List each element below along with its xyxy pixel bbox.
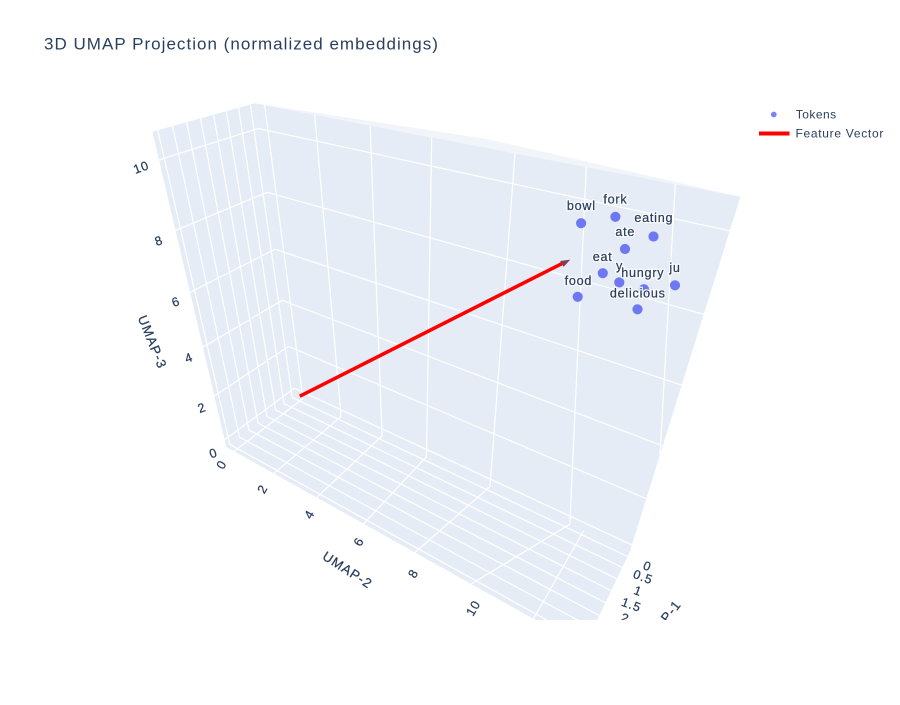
svg-text:1.5: 1.5	[619, 595, 643, 615]
svg-text:eating: eating	[634, 211, 673, 225]
svg-text:Feature Vector: Feature Vector	[796, 127, 885, 141]
svg-text:3D UMAP Projection (normalized: 3D UMAP Projection (normalized embedding…	[44, 35, 439, 54]
svg-text:Tokens: Tokens	[796, 107, 837, 121]
svg-text:bowl: bowl	[567, 199, 596, 213]
svg-text:y: y	[616, 259, 623, 273]
svg-text:y: y	[616, 259, 623, 273]
svg-text:bowl: bowl	[567, 199, 596, 213]
svg-text:10: 10	[464, 598, 484, 619]
svg-text:ate: ate	[615, 225, 635, 239]
svg-text:food: food	[565, 274, 593, 288]
svg-text:ju: ju	[668, 261, 680, 275]
svg-text:ju: ju	[668, 261, 680, 275]
svg-text:hungry: hungry	[621, 266, 664, 280]
svg-text:ate: ate	[615, 225, 635, 239]
svg-text:eat: eat	[593, 250, 613, 264]
svg-text:food: food	[565, 274, 593, 288]
svg-text:eat: eat	[593, 250, 613, 264]
svg-text:2: 2	[619, 611, 631, 627]
svg-text:delicious: delicious	[610, 286, 666, 300]
svg-text:delicious: delicious	[610, 286, 666, 300]
svg-text:0.5: 0.5	[631, 567, 655, 587]
svg-text:eating: eating	[634, 211, 673, 225]
svg-text:fork: fork	[603, 193, 627, 207]
svg-text:fork: fork	[603, 193, 627, 207]
svg-text:10: 10	[132, 158, 152, 177]
svg-text:hungry: hungry	[621, 266, 664, 280]
